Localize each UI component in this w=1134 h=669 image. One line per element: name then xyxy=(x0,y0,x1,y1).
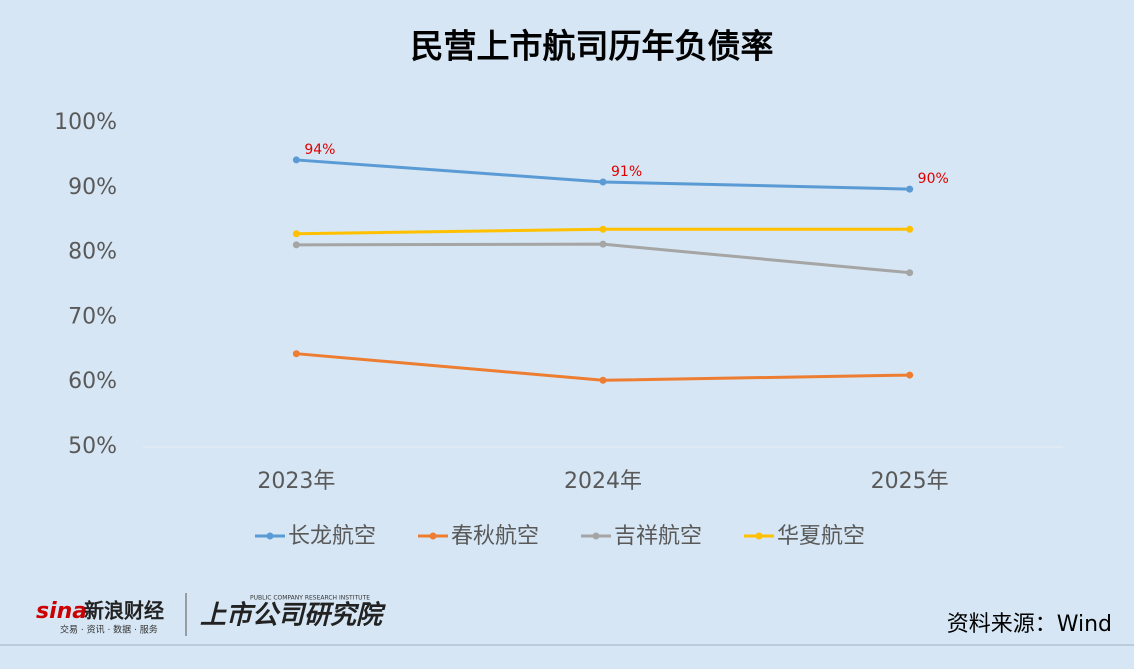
x-tick-label: 2024年 xyxy=(564,469,642,494)
logo-name: 新浪财经 xyxy=(84,599,164,623)
y-tick-label: 60% xyxy=(68,369,117,394)
x-tick-label: 2023年 xyxy=(257,469,335,494)
legend-label: 春秋航空 xyxy=(451,524,539,549)
series-line xyxy=(296,242,910,275)
logo-tagline: 交易 · 资讯 · 数据 · 服务 xyxy=(60,624,158,636)
legend-label: 吉祥航空 xyxy=(614,524,702,549)
point xyxy=(292,156,300,164)
chart-title: 民营上市航司历年负债率 xyxy=(411,27,774,66)
legend-label: 华夏航空 xyxy=(777,524,865,549)
footer-logo: sina 新浪财经 交易 · 资讯 · 数据 · 服务 上市公司研究院 PUBL… xyxy=(36,593,386,636)
legend-dot xyxy=(755,532,763,540)
point xyxy=(292,350,300,358)
data-label: 94% xyxy=(304,142,335,158)
point xyxy=(599,178,607,186)
legend-dot xyxy=(429,532,437,540)
point xyxy=(906,269,914,277)
y-tick-label: 90% xyxy=(68,175,117,200)
source-note: 资料来源：Wind xyxy=(947,612,1112,637)
y-tick-label: 50% xyxy=(68,434,117,459)
series-line xyxy=(296,352,910,382)
point xyxy=(906,185,914,193)
legend-dot xyxy=(592,532,600,540)
y-tick-label: 100% xyxy=(54,110,117,135)
point xyxy=(292,230,300,238)
logo-institute: 上市公司研究院 xyxy=(200,601,386,631)
logo-institute-en: PUBLIC COMPANY RESEARCH INSTITUTE xyxy=(250,595,370,602)
data-label: 90% xyxy=(918,171,949,187)
logo-brand: sina xyxy=(36,599,87,624)
point xyxy=(906,371,914,379)
legend-dot xyxy=(266,532,274,540)
legend-label: 长龙航空 xyxy=(288,524,376,549)
point xyxy=(599,376,607,384)
x-tick-label: 2025年 xyxy=(871,469,949,494)
point xyxy=(599,240,607,248)
y-tick-label: 80% xyxy=(68,240,117,265)
data-label: 91% xyxy=(611,164,642,180)
y-tick-label: 70% xyxy=(68,304,117,329)
point xyxy=(906,225,914,233)
point xyxy=(292,241,300,249)
point xyxy=(599,225,607,233)
